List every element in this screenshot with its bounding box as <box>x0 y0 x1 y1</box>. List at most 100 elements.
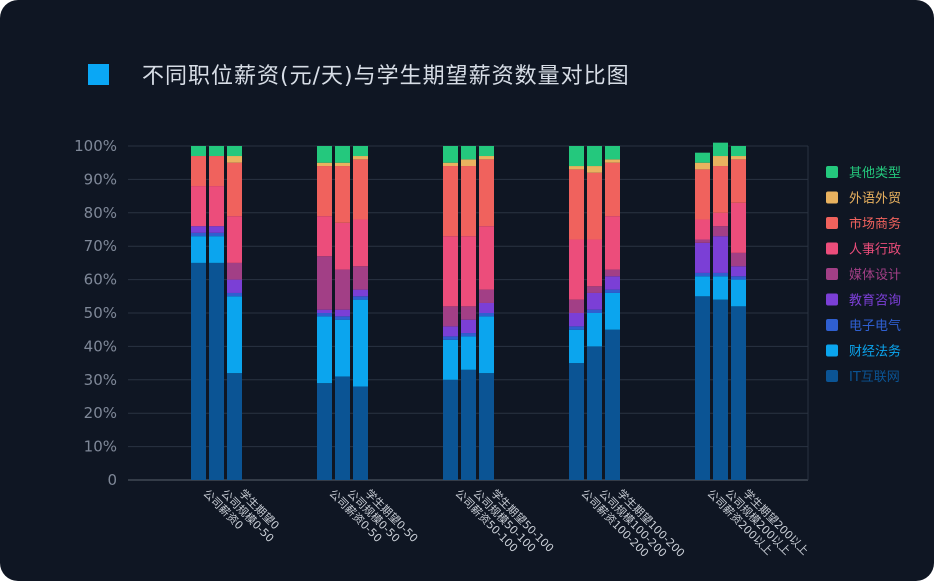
bar-segment <box>353 299 368 387</box>
bar-segment <box>731 306 746 480</box>
bar-segment <box>479 316 494 374</box>
bar-segment <box>209 262 224 480</box>
bar-segment <box>443 336 458 340</box>
bar-segment <box>227 296 242 374</box>
y-tick-label: 70% <box>84 237 117 255</box>
bar-segment <box>353 156 368 160</box>
legend-label: IT互联网 <box>849 370 900 385</box>
bar-segment <box>479 159 494 227</box>
bar-segment <box>443 306 458 327</box>
bar-segment <box>227 373 242 480</box>
bar-segment <box>605 162 620 217</box>
bar-segment <box>587 239 602 287</box>
bar-segment <box>695 239 710 243</box>
bar-segment <box>443 236 458 307</box>
bar-segment <box>335 166 350 223</box>
bar-segment <box>569 169 584 240</box>
bar-segment <box>695 296 710 480</box>
bar-segment <box>587 346 602 480</box>
bar-segment <box>605 159 620 163</box>
bar-segment <box>713 236 728 273</box>
bar-segment <box>587 292 602 310</box>
bar-segment <box>353 386 368 480</box>
bar-segment <box>479 146 494 157</box>
bar-segment <box>569 326 584 330</box>
bar-segment <box>227 156 242 163</box>
bar-segment <box>335 162 350 167</box>
bar-segment <box>695 169 710 220</box>
bar-segment <box>731 266 746 277</box>
legend-label: 电子电气 <box>849 318 901 334</box>
bar-segment <box>335 319 350 377</box>
bar-segment <box>227 162 242 217</box>
bar-segment <box>191 186 206 227</box>
y-tick-label: 80% <box>84 204 117 222</box>
y-tick-label: 50% <box>84 304 117 322</box>
bar-segment <box>353 289 368 297</box>
bar-segment <box>731 279 746 307</box>
legend-label: 其他类型 <box>849 166 901 181</box>
bar-segment <box>191 146 206 157</box>
y-tick-label: 0 <box>107 471 117 489</box>
bar-segment <box>569 363 584 480</box>
bar-segment <box>317 316 332 384</box>
bar-segment <box>605 146 620 160</box>
bar-segment <box>479 226 494 290</box>
bar-segment <box>443 146 458 163</box>
bar-segment <box>569 166 584 170</box>
bar-segment <box>605 292 620 330</box>
title-marker-square <box>88 63 109 85</box>
bar-segment <box>227 262 242 280</box>
y-tick-label: 100% <box>74 137 117 155</box>
bar-segment <box>209 186 224 227</box>
bar-segment <box>587 313 602 347</box>
bar-segment <box>713 156 728 167</box>
bar-segment <box>587 286 602 293</box>
chart-title: 不同职位薪资(元/天)与学生期望薪资数量对比图 <box>142 64 630 89</box>
legend-label: 外语外贸 <box>849 192 901 207</box>
bar-segment <box>731 202 746 253</box>
bar-segment <box>479 156 494 160</box>
bar-segment <box>353 146 368 157</box>
bar-segment <box>461 336 476 370</box>
bar-segment <box>479 373 494 480</box>
bar-segment <box>317 146 332 163</box>
bar-segment <box>461 159 476 167</box>
bar-segment <box>335 269 350 310</box>
legend-label: 媒体设计 <box>849 268 901 283</box>
chart-title-block: 不同职位薪资(元/天)与学生期望薪资数量对比图 <box>88 58 630 90</box>
bar-segment <box>569 146 584 167</box>
bar-segment <box>695 219 710 240</box>
bar-segment <box>443 162 458 167</box>
y-tick-label: 20% <box>84 404 117 422</box>
bar-segment <box>317 162 332 167</box>
legend-label: 教育咨询 <box>849 293 901 309</box>
legend-label: 财经法务 <box>849 344 901 360</box>
bar-segment <box>353 266 368 290</box>
bar-segment <box>605 269 620 277</box>
bar-segment <box>209 226 224 233</box>
bar-segment <box>335 146 350 163</box>
bar-segment <box>461 333 476 337</box>
legend-swatch <box>826 166 838 178</box>
bar-segment <box>695 152 710 163</box>
bar-segment <box>317 256 332 310</box>
bar-segment <box>335 222 350 270</box>
bar-segment <box>191 262 206 480</box>
y-tick-label: 60% <box>84 271 117 289</box>
bar-segment <box>335 376 350 480</box>
bar-segment <box>317 313 332 317</box>
bar-segment <box>605 329 620 480</box>
bar-segment <box>443 339 458 380</box>
legend-swatch <box>826 242 838 255</box>
bar-segment <box>587 309 602 313</box>
bar-segment <box>461 146 476 160</box>
bar-segment <box>317 216 332 257</box>
bar-segment <box>317 166 332 217</box>
bar-segment <box>713 166 728 213</box>
bar-segment <box>713 142 728 157</box>
bar-segment <box>605 276 620 290</box>
bar-segment <box>569 313 584 327</box>
legend-swatch <box>826 217 838 229</box>
